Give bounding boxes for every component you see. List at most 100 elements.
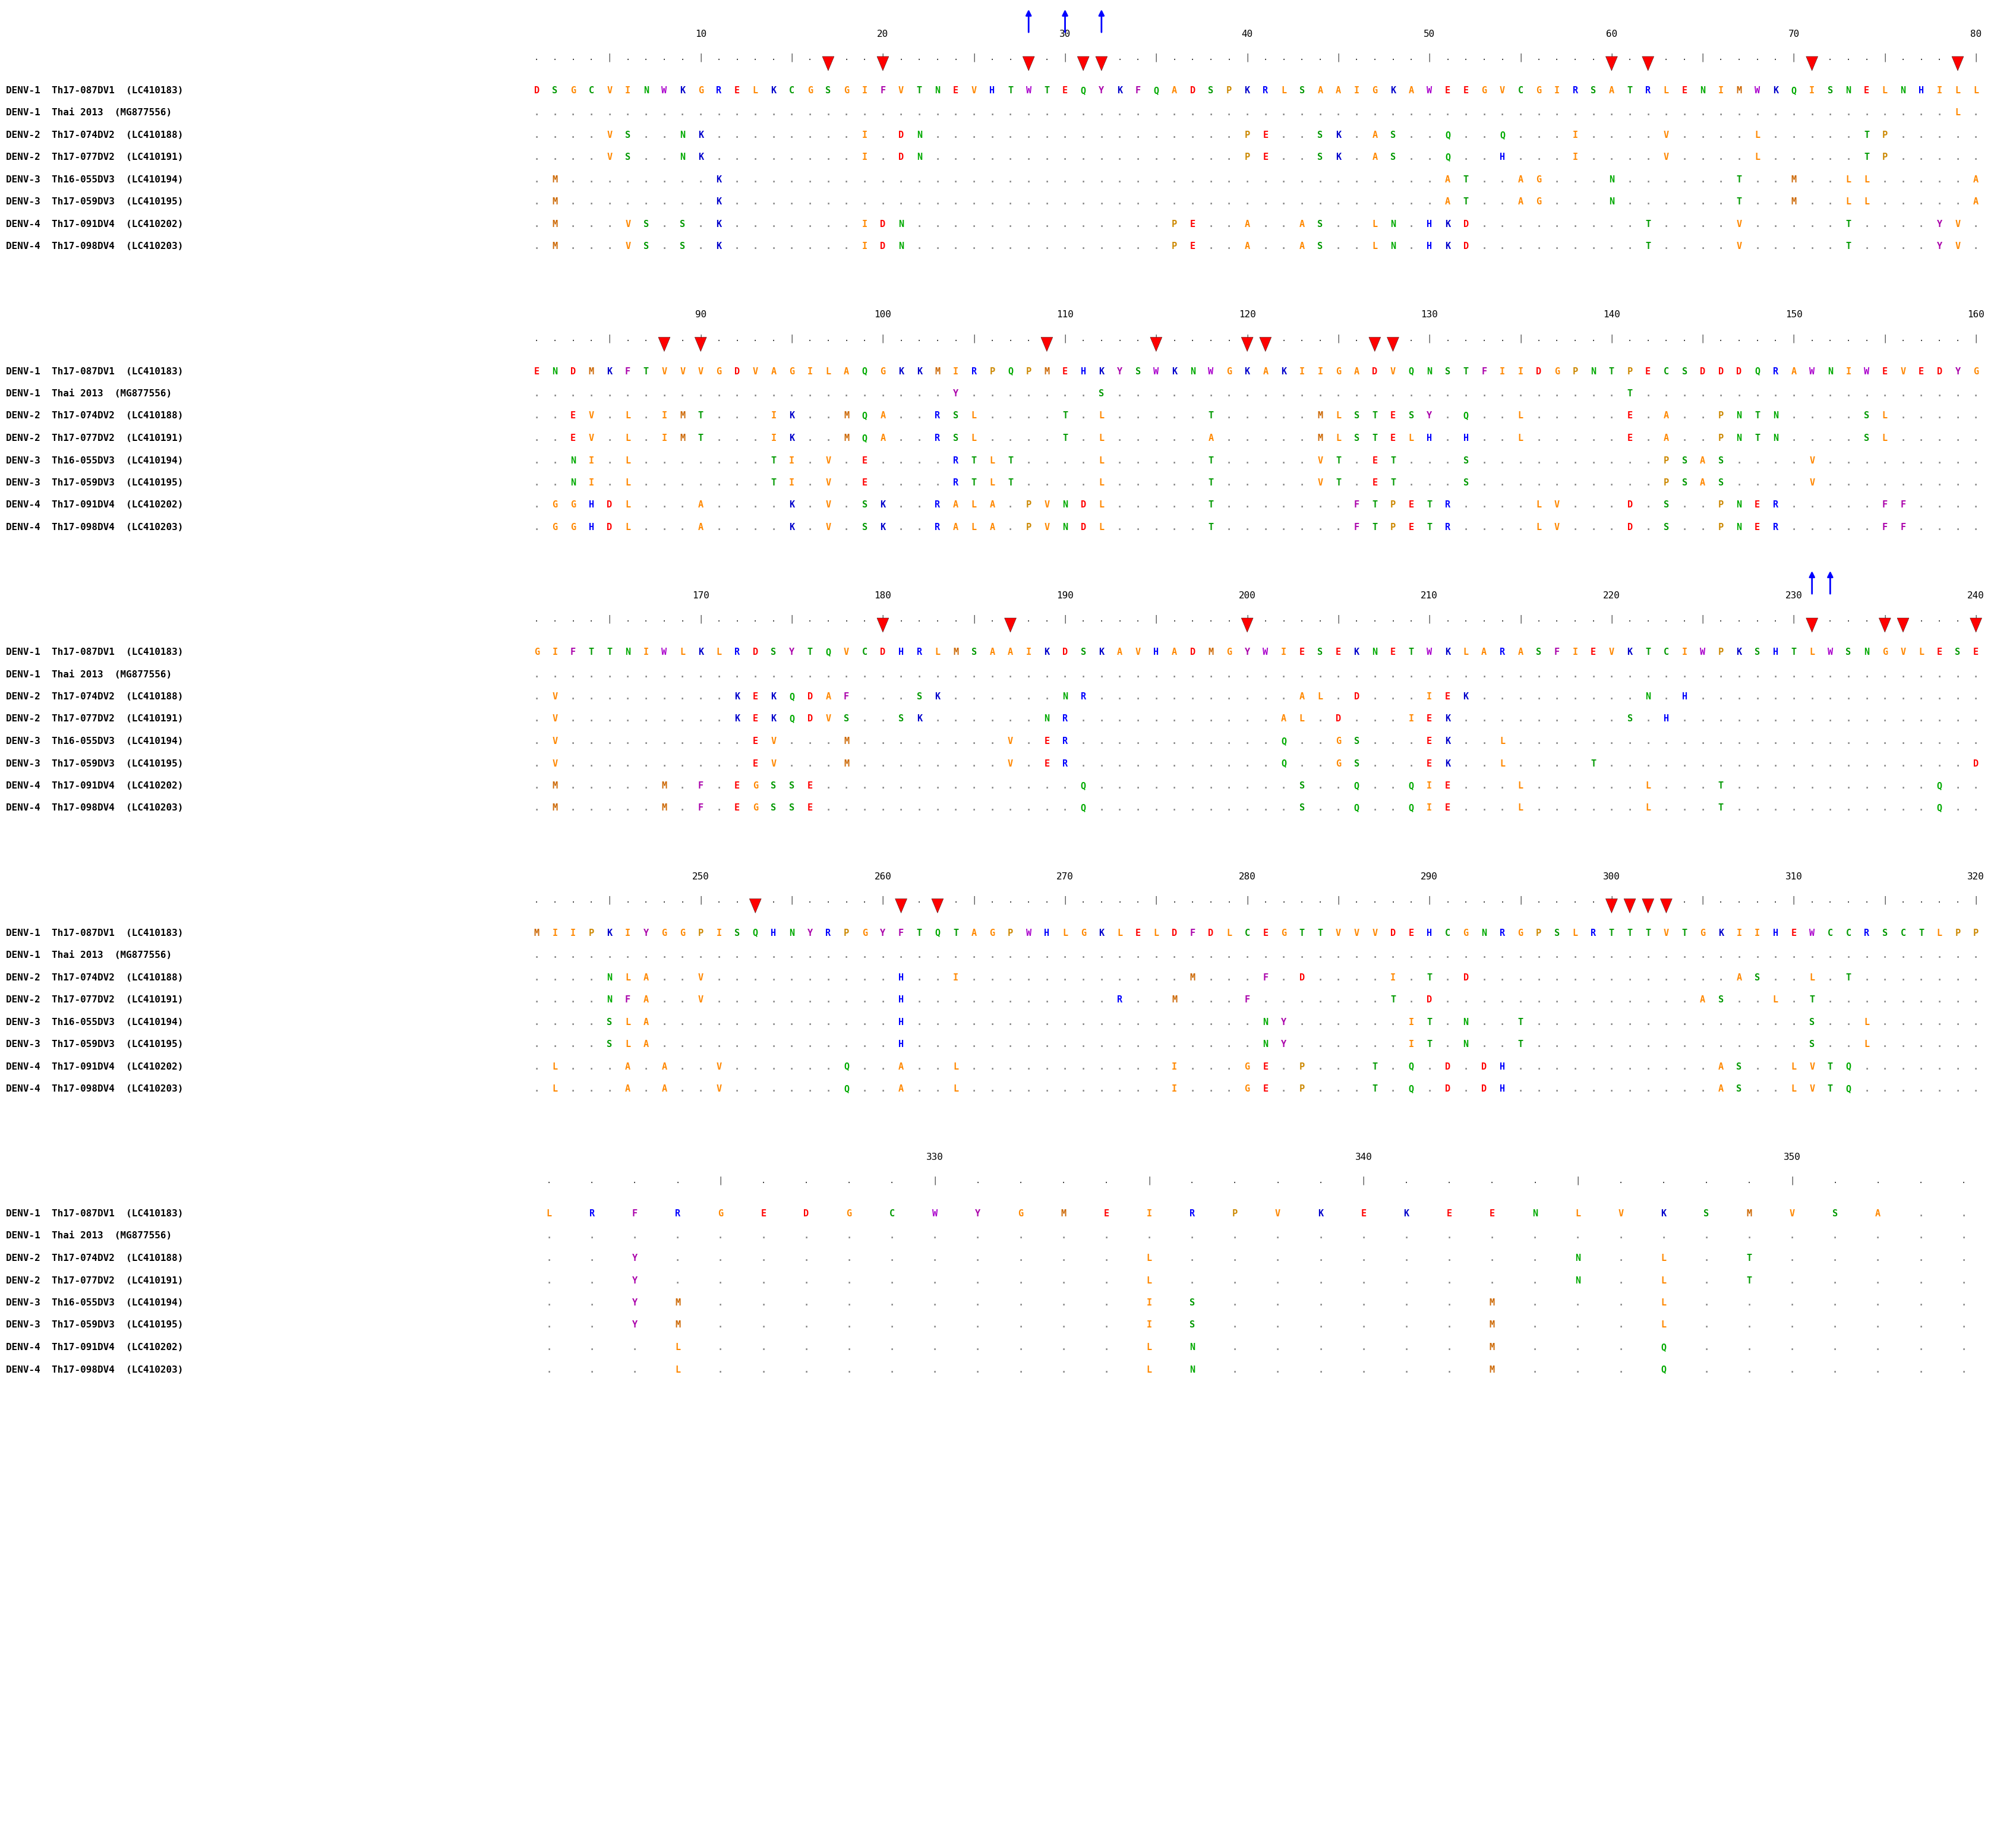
- Text: N: N: [1191, 368, 1195, 375]
- Text: .: .: [1828, 198, 1834, 207]
- Text: .: .: [1555, 220, 1559, 229]
- Text: .: .: [880, 671, 886, 678]
- Polygon shape: [1897, 617, 1909, 632]
- Text: .: .: [1045, 615, 1049, 623]
- Text: .: .: [1573, 242, 1577, 251]
- Text: .: .: [625, 390, 631, 397]
- Text: I: I: [1573, 647, 1577, 656]
- Text: .: .: [699, 715, 703, 723]
- Text: E: E: [1754, 501, 1760, 510]
- Text: .: .: [1007, 671, 1013, 678]
- Text: N: N: [898, 242, 904, 251]
- Text: .: .: [1573, 1085, 1577, 1094]
- Text: .: .: [1973, 693, 1979, 700]
- Text: .: .: [880, 760, 886, 769]
- Text: .: .: [1846, 950, 1852, 959]
- Text: .: .: [1535, 974, 1541, 981]
- Polygon shape: [749, 898, 761, 913]
- Text: A: A: [643, 996, 649, 1003]
- Text: .: .: [1810, 109, 1814, 118]
- Text: .: .: [1445, 479, 1449, 488]
- Text: .: .: [1007, 434, 1013, 444]
- Text: .: .: [1828, 974, 1834, 981]
- Text: .: .: [661, 671, 667, 678]
- Text: .: .: [1081, 896, 1085, 904]
- Text: N: N: [1428, 368, 1432, 375]
- Text: .: .: [534, 131, 540, 140]
- Text: M: M: [534, 928, 540, 937]
- Text: .: .: [1226, 523, 1232, 532]
- Text: .: .: [1645, 1018, 1651, 1026]
- Text: .: .: [1700, 804, 1706, 813]
- Text: .: .: [1499, 479, 1505, 488]
- Text: .: .: [534, 1063, 540, 1072]
- Text: .: .: [1318, 996, 1322, 1003]
- Text: .: .: [534, 974, 540, 981]
- Text: N: N: [1864, 647, 1870, 656]
- Text: .: .: [1209, 153, 1213, 163]
- Text: .: .: [1135, 523, 1141, 532]
- Text: P: P: [1226, 87, 1232, 94]
- Text: .: .: [735, 1085, 741, 1094]
- Text: .: .: [1463, 996, 1469, 1003]
- Text: .: .: [552, 131, 557, 140]
- Text: .: .: [1919, 153, 1923, 163]
- Text: .: .: [1063, 671, 1067, 678]
- Text: .: .: [1481, 109, 1487, 118]
- Text: .: .: [699, 242, 703, 251]
- Text: .: .: [1664, 390, 1668, 397]
- Text: I: I: [1754, 928, 1760, 937]
- Text: .: .: [1846, 479, 1852, 488]
- Text: .: .: [972, 220, 978, 229]
- Text: .: .: [571, 153, 575, 163]
- Text: C: C: [1664, 368, 1668, 375]
- Text: .: .: [890, 1177, 894, 1185]
- Text: H: H: [1428, 242, 1432, 251]
- Text: L: L: [1660, 1321, 1666, 1329]
- Text: .: .: [661, 737, 667, 747]
- Text: .: .: [1609, 996, 1615, 1003]
- Text: .: .: [806, 996, 812, 1003]
- Text: .: .: [1099, 1063, 1105, 1072]
- Text: W: W: [661, 87, 667, 94]
- Text: .: .: [1828, 615, 1832, 623]
- Text: .: .: [1754, 671, 1760, 678]
- Text: .: .: [1390, 896, 1396, 904]
- Text: .: .: [1153, 176, 1159, 185]
- Text: .: .: [1828, 334, 1832, 342]
- Text: .: .: [1135, 434, 1141, 444]
- Text: .: .: [589, 1231, 595, 1240]
- Polygon shape: [1951, 57, 1963, 70]
- Text: .: .: [1517, 242, 1523, 251]
- Text: .: .: [1517, 456, 1523, 466]
- Text: V: V: [1619, 1209, 1623, 1218]
- Text: W: W: [661, 647, 667, 656]
- Text: K: K: [1627, 647, 1633, 656]
- Text: .: .: [990, 153, 996, 163]
- Text: M: M: [679, 434, 685, 444]
- Text: Q: Q: [1280, 760, 1286, 769]
- Text: .: .: [826, 220, 830, 229]
- Text: W: W: [1828, 647, 1834, 656]
- Text: P: P: [1244, 153, 1250, 163]
- Text: 120: 120: [1238, 310, 1256, 320]
- Text: A: A: [1700, 479, 1706, 488]
- Text: S: S: [1408, 412, 1414, 419]
- Text: .: .: [826, 109, 830, 118]
- Text: .: .: [1300, 950, 1304, 959]
- Text: .: .: [1428, 1085, 1432, 1094]
- Text: L: L: [1772, 996, 1778, 1003]
- Text: .: .: [1153, 479, 1159, 488]
- Text: .: .: [898, 176, 904, 185]
- Text: .: .: [1117, 242, 1123, 251]
- Text: .: .: [1191, 896, 1195, 904]
- Text: .: .: [1955, 479, 1961, 488]
- Text: .: .: [1955, 1085, 1961, 1094]
- Text: N: N: [1736, 434, 1742, 444]
- Text: T: T: [1043, 87, 1049, 94]
- Text: K: K: [735, 693, 741, 700]
- Text: .: .: [1832, 1321, 1838, 1329]
- Text: P: P: [1390, 523, 1396, 532]
- Text: S: S: [1354, 412, 1360, 419]
- Text: A: A: [643, 1018, 649, 1026]
